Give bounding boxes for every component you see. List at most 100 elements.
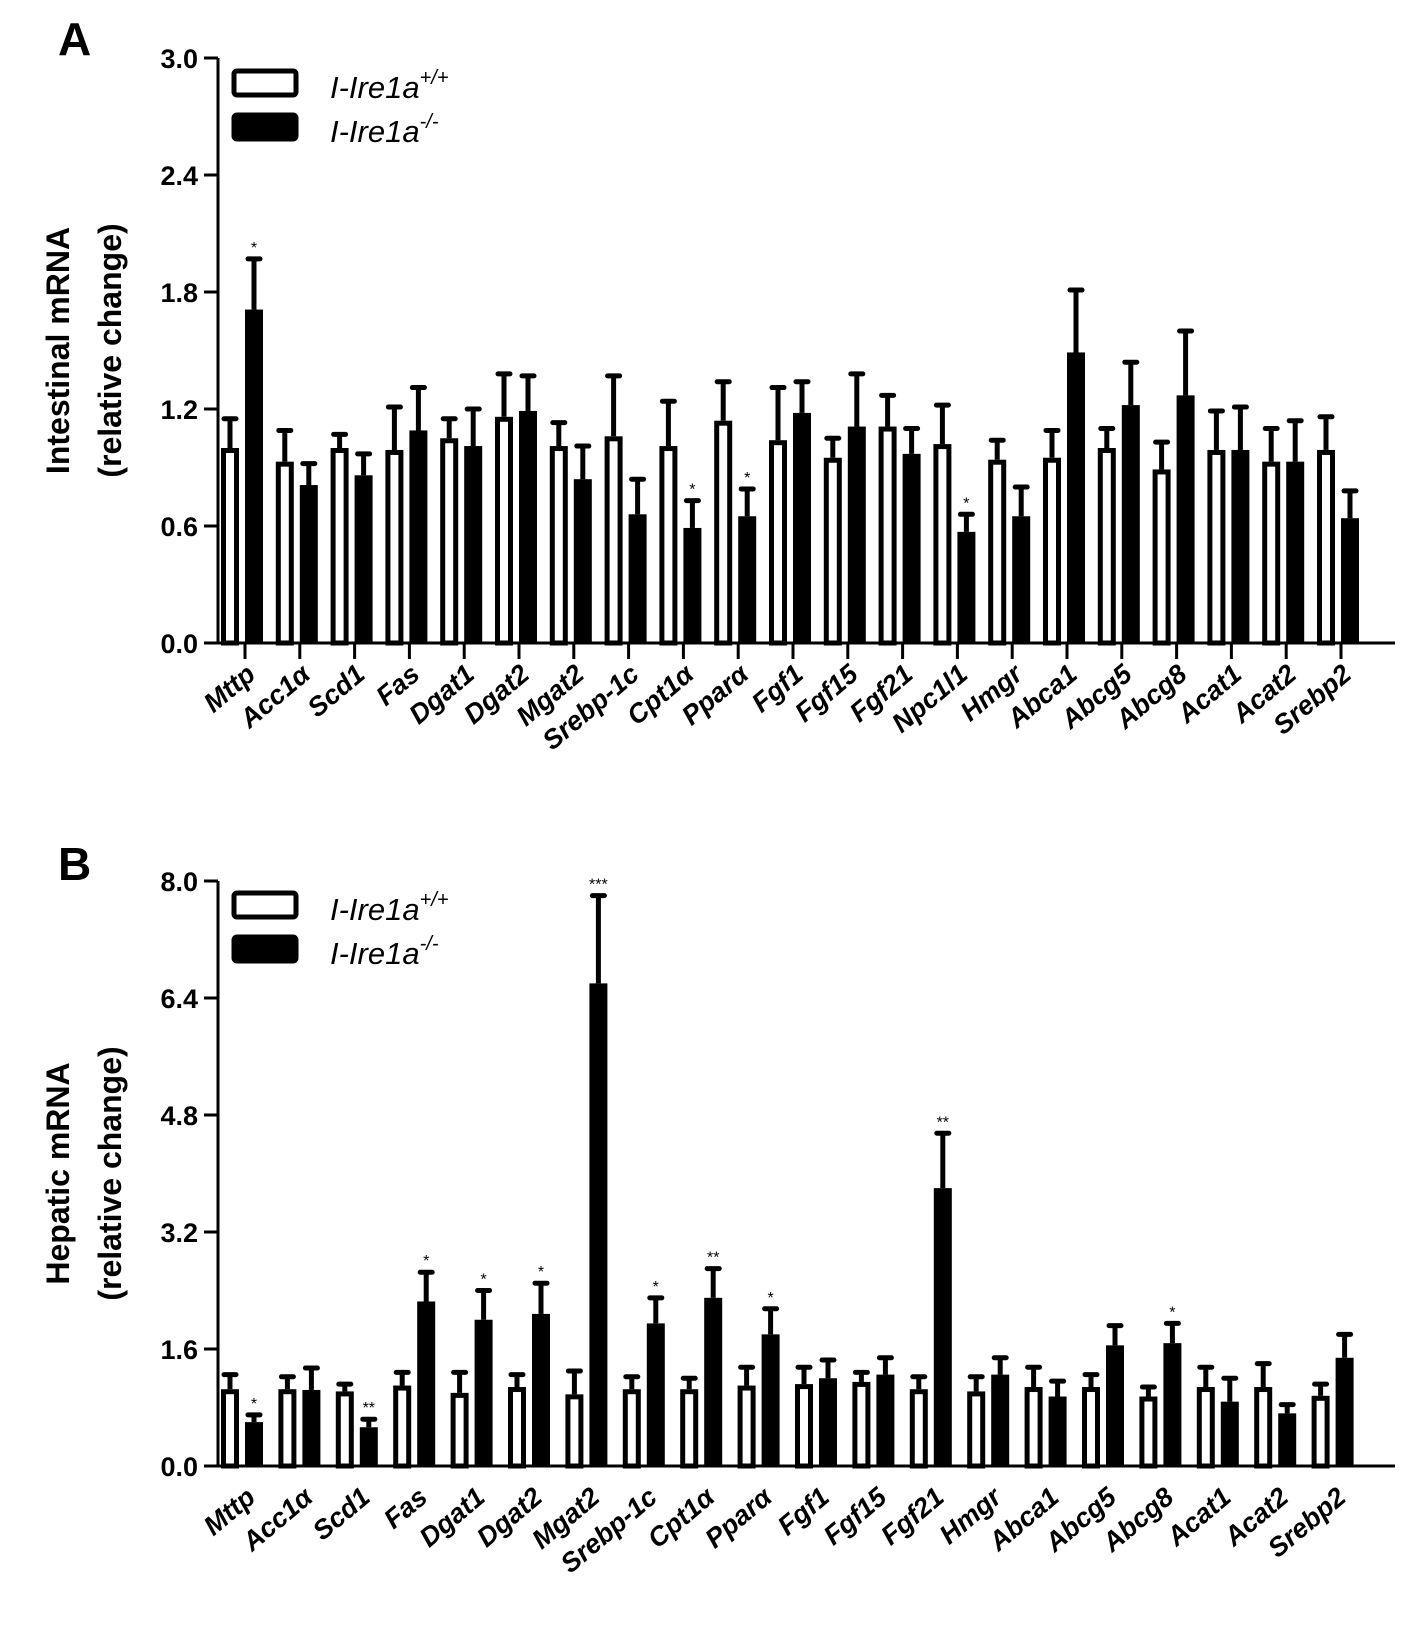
bar-wildtype [221, 1389, 239, 1469]
bar-knockout [1176, 395, 1195, 643]
significance-marker: * [767, 1290, 773, 1307]
y-tick-label: 3.2 [160, 1218, 198, 1248]
y-tick-label: 8.0 [160, 867, 198, 897]
bar-wildtype [440, 438, 459, 646]
bar-knockout [532, 1313, 550, 1466]
bar-wildtype [967, 1391, 986, 1469]
legend-swatch-wildtype [231, 890, 299, 920]
significance-marker: * [744, 470, 750, 487]
x-tick-label: Acat1 [1171, 659, 1247, 730]
bar-knockout [628, 514, 647, 643]
bar-wildtype [1152, 469, 1171, 646]
x-tick-label: Pparα [699, 1481, 778, 1554]
significance-marker: ** [707, 1250, 719, 1267]
bar-knockout [464, 446, 483, 643]
legend-label-wildtype: I-Ire1a+/+ [330, 67, 449, 105]
bar-group-mttp: *Mttp [198, 1372, 263, 1541]
bar-group-srebp2: Srebp2 [1262, 1331, 1354, 1563]
bar-wildtype [933, 444, 952, 646]
x-tick-label: Fgf15 [789, 658, 864, 728]
bar-wildtype [330, 448, 349, 646]
bar-knockout [299, 485, 318, 643]
bar-wildtype [714, 420, 733, 646]
y-tick-label: 0.0 [160, 1452, 198, 1482]
y-axis-title: Hepatic mRNA [40, 1062, 76, 1284]
bar-knockout [302, 1389, 321, 1466]
bar-wildtype [275, 461, 294, 646]
significance-marker: * [689, 482, 695, 499]
bar-group-fgf21: ** Fgf21 [875, 1114, 952, 1551]
bar-knockout [991, 1374, 1010, 1466]
bar-knockout [876, 1374, 895, 1466]
bar-knockout [819, 1378, 837, 1466]
bar-knockout [847, 426, 866, 643]
legend-superscript: +/+ [420, 889, 449, 911]
y-tick-label: 2.4 [160, 161, 198, 191]
bar-knockout [573, 479, 592, 643]
bar-knockout [738, 516, 757, 643]
bar-knockout [902, 453, 921, 643]
bar-group-mgat2: Mgat2 [511, 420, 592, 732]
legend-swatch-wildtype [231, 68, 299, 98]
bar-knockout [957, 531, 976, 643]
bar-knockout [793, 412, 811, 643]
bar-knockout [933, 1188, 952, 1466]
y-tick-label: 1.2 [160, 395, 198, 425]
bar-knockout [1286, 461, 1305, 643]
significance-marker: ** [363, 1400, 375, 1417]
bar-knockout [646, 1323, 665, 1466]
x-tick-label: Scd1 [307, 1482, 376, 1546]
bar-knockout [1231, 449, 1250, 643]
bar-wildtype [1024, 1387, 1043, 1469]
bar-wildtype [450, 1392, 469, 1469]
bar-knockout [1163, 1343, 1182, 1466]
bar-wildtype [335, 1391, 354, 1469]
legend-label-wildtype: I-Ire1a+/+ [330, 889, 449, 927]
bar-wildtype [1097, 448, 1116, 646]
x-tick-label: Acat1 [1160, 1482, 1236, 1553]
bar-wildtype [680, 1389, 699, 1469]
bar-wildtype [878, 426, 897, 646]
bar-wildtype [1311, 1395, 1330, 1469]
bar-wildtype [604, 436, 623, 646]
bar-wildtype [495, 416, 513, 646]
bar-knockout [354, 475, 373, 643]
bar-knockout [1335, 1357, 1354, 1466]
bar-wildtype [769, 440, 787, 646]
significance-marker: * [251, 1396, 257, 1413]
x-tick-label: Scd1 [302, 659, 371, 723]
bar-knockout [245, 309, 263, 643]
significance-marker: * [538, 1264, 544, 1281]
bar-wildtype [795, 1384, 813, 1469]
y-axis-title: (relative change) [92, 1046, 128, 1300]
bar-wildtype [1317, 449, 1335, 646]
bar-wildtype [1082, 1387, 1100, 1469]
significance-marker: * [963, 495, 969, 512]
bar-knockout [761, 1334, 780, 1466]
bar-knockout [1067, 352, 1085, 643]
x-tick-label: Fgf21 [875, 1482, 949, 1551]
legend-superscript: +/+ [420, 67, 449, 89]
bar-wildtype [823, 457, 842, 646]
bar-knockout [1012, 516, 1031, 643]
x-tick-label: Dgat1 [414, 1482, 491, 1553]
y-tick-label: 4.8 [160, 1101, 198, 1131]
bar-wildtype [549, 446, 568, 646]
legend-swatch-knockout [231, 934, 299, 964]
bar-wildtype [622, 1389, 641, 1469]
bar-wildtype [737, 1385, 756, 1469]
y-axis-title: (relative change) [92, 223, 128, 477]
y-tick-label: 1.8 [160, 278, 198, 308]
bar-knockout [683, 527, 702, 643]
bar-knockout [1341, 518, 1359, 643]
bar-knockout [1220, 1401, 1239, 1466]
bar-group-fas: Fas [370, 385, 428, 712]
y-tick-label: 0.0 [160, 629, 198, 659]
panel-a: A 0.0 0.6 1.2 1.8 2.4 3.0 Intestinal mRNA (relat… [40, 13, 1395, 756]
legend-label-knockout: I-Ire1a-/- [330, 111, 439, 149]
bar-wildtype [1207, 449, 1226, 646]
bar-wildtype [909, 1389, 928, 1469]
bar-wildtype [221, 448, 239, 646]
bar-wildtype [385, 449, 404, 646]
